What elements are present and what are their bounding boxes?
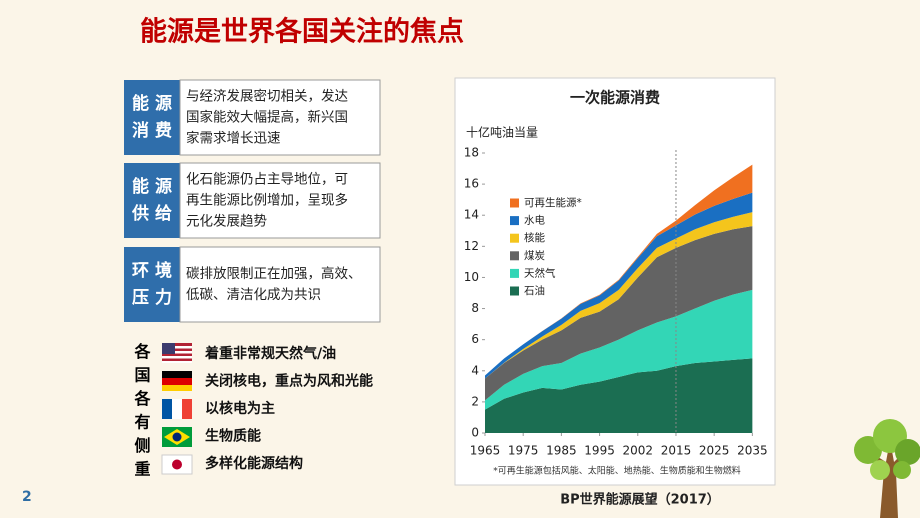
flag-brazil <box>162 427 192 447</box>
topic-text: 碳排放限制正在加强，高效、 <box>186 265 362 282</box>
legend-swatch <box>510 216 519 226</box>
x-tick-label: 2025 <box>699 444 730 458</box>
tree-decoration <box>854 419 920 518</box>
topic-text: 与经济发展密切相关，发达 <box>186 88 348 105</box>
legend-swatch <box>510 198 519 208</box>
x-tick-label: 1985 <box>546 444 577 458</box>
topic-text-box <box>179 79 381 156</box>
chart-title: 一次能源消费 <box>570 89 660 107</box>
topic-label: 能 源 <box>132 93 172 114</box>
area <box>485 212 753 379</box>
legend-swatch <box>510 233 519 243</box>
topic-text: 元化发展趋势 <box>186 214 267 230</box>
country-focus: 以核电为主 <box>205 400 275 417</box>
area <box>485 226 753 401</box>
topic-label: 压 力 <box>132 287 172 308</box>
y-tick-label: 6 <box>471 332 479 346</box>
x-tick-label: 2035 <box>737 444 768 458</box>
topic-text: 国家能效大幅提高，新兴国 <box>186 109 348 126</box>
x-tick-label: 1975 <box>508 444 539 458</box>
topic-label: 能 源 <box>132 176 172 197</box>
topic-label-box <box>124 247 180 322</box>
y-tick-label: 16 <box>464 177 479 191</box>
y-tick-label: 4 <box>471 363 479 377</box>
y-tick-label: 18 <box>464 146 479 160</box>
topic-label: 供 给 <box>131 203 172 224</box>
y-tick-label: 0 <box>471 426 479 440</box>
topic-label-box <box>124 80 180 155</box>
x-tick-label: 2002 <box>623 444 654 458</box>
legend-label: 石油 <box>524 284 545 297</box>
y-tick-label: 2 <box>471 394 479 408</box>
legend-label: 可再生能源* <box>524 196 582 209</box>
topic-text: 再生能源比例增加，呈现多 <box>186 192 348 209</box>
legend-label: 核能 <box>524 231 545 244</box>
legend-swatch <box>510 286 519 296</box>
x-tick-label: 1965 <box>470 444 501 458</box>
legend-label: 煤炭 <box>524 249 545 262</box>
topic-text: 家需求增长迅速 <box>186 130 281 147</box>
legend-label: 水电 <box>524 214 545 227</box>
country-focus: 关闭核电，重点为风和光能 <box>205 373 373 390</box>
topic-text-box <box>179 246 381 323</box>
country-focus: 多样化能源结构 <box>205 455 303 472</box>
x-tick-label: 1995 <box>584 444 615 458</box>
area <box>485 164 753 376</box>
flag-japan <box>161 454 193 475</box>
area <box>485 358 753 433</box>
x-tick-label: 2015 <box>661 444 692 458</box>
y-tick-label: 10 <box>464 270 479 284</box>
topic-label: 环 境 <box>132 260 172 281</box>
country-focus: 着重非常规天然气/油 <box>204 345 336 362</box>
topic-label-box <box>124 163 180 238</box>
area <box>485 192 753 379</box>
y-tick-label: 12 <box>464 239 479 253</box>
y-axis-label: 十亿吨油当量 <box>466 125 538 140</box>
flag-germany <box>162 371 192 391</box>
slide-title: 能源是世界各国关注的焦点 <box>140 16 464 48</box>
chart-note: *可再生能源包括风能、太阳能、地热能、生物质能和生物燃料 <box>493 465 741 477</box>
page-number: 2 <box>22 489 32 505</box>
source: BP世界能源展望（2017） <box>560 492 720 508</box>
flag-france <box>162 399 192 419</box>
countries-heading: 各国各有侧重 <box>132 342 152 484</box>
area <box>485 289 753 410</box>
topic-text-box <box>179 162 381 239</box>
topic-label: 消 费 <box>132 120 172 141</box>
topic-text: 化石能源仍占主导地位，可 <box>186 172 348 188</box>
legend-swatch <box>510 251 519 261</box>
country-focus: 生物质能 <box>205 428 261 445</box>
legend-swatch <box>510 268 519 278</box>
topic-text: 低碳、清洁化成为共识 <box>186 287 321 303</box>
legend-label: 天然气 <box>524 266 556 279</box>
y-tick-label: 14 <box>464 208 479 222</box>
y-tick-label: 8 <box>471 301 479 315</box>
flag-usa <box>162 343 192 363</box>
